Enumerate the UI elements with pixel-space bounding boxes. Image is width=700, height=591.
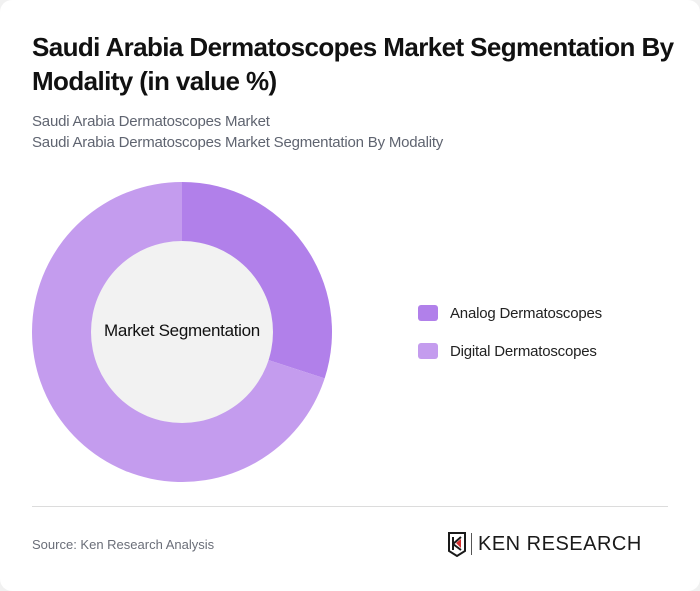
page-title: Saudi Arabia Dermatoscopes Market Segmen… xyxy=(32,32,674,96)
source-note: Source: Ken Research Analysis xyxy=(32,537,215,552)
footer-divider xyxy=(32,506,668,507)
logo-separator xyxy=(471,533,472,555)
subtitle-segmentation: Saudi Arabia Dermatoscopes Market Segmen… xyxy=(32,134,444,151)
legend-label-analog: Analog Dermatoscopes xyxy=(450,304,602,322)
legend-label-digital: Digital Dermatoscopes xyxy=(450,342,597,360)
subtitle-market: Saudi Arabia Dermatoscopes Market xyxy=(32,113,270,130)
donut-hole xyxy=(91,241,273,423)
chart-legend: Analog Dermatoscopes Digital Dermatoscop… xyxy=(418,303,602,379)
legend-swatch-digital xyxy=(418,343,438,359)
logo-text: KEN RESEARCH xyxy=(478,532,642,555)
donut-chart xyxy=(32,182,332,482)
legend-item-digital[interactable]: Digital Dermatoscopes xyxy=(418,341,602,361)
legend-item-analog[interactable]: Analog Dermatoscopes xyxy=(418,303,602,323)
donut-center-label: Market Segmentation xyxy=(104,321,260,340)
ken-shield-icon xyxy=(448,532,466,557)
legend-swatch-analog xyxy=(418,305,438,321)
ken-research-logo: KEN RESEARCH xyxy=(447,531,642,557)
